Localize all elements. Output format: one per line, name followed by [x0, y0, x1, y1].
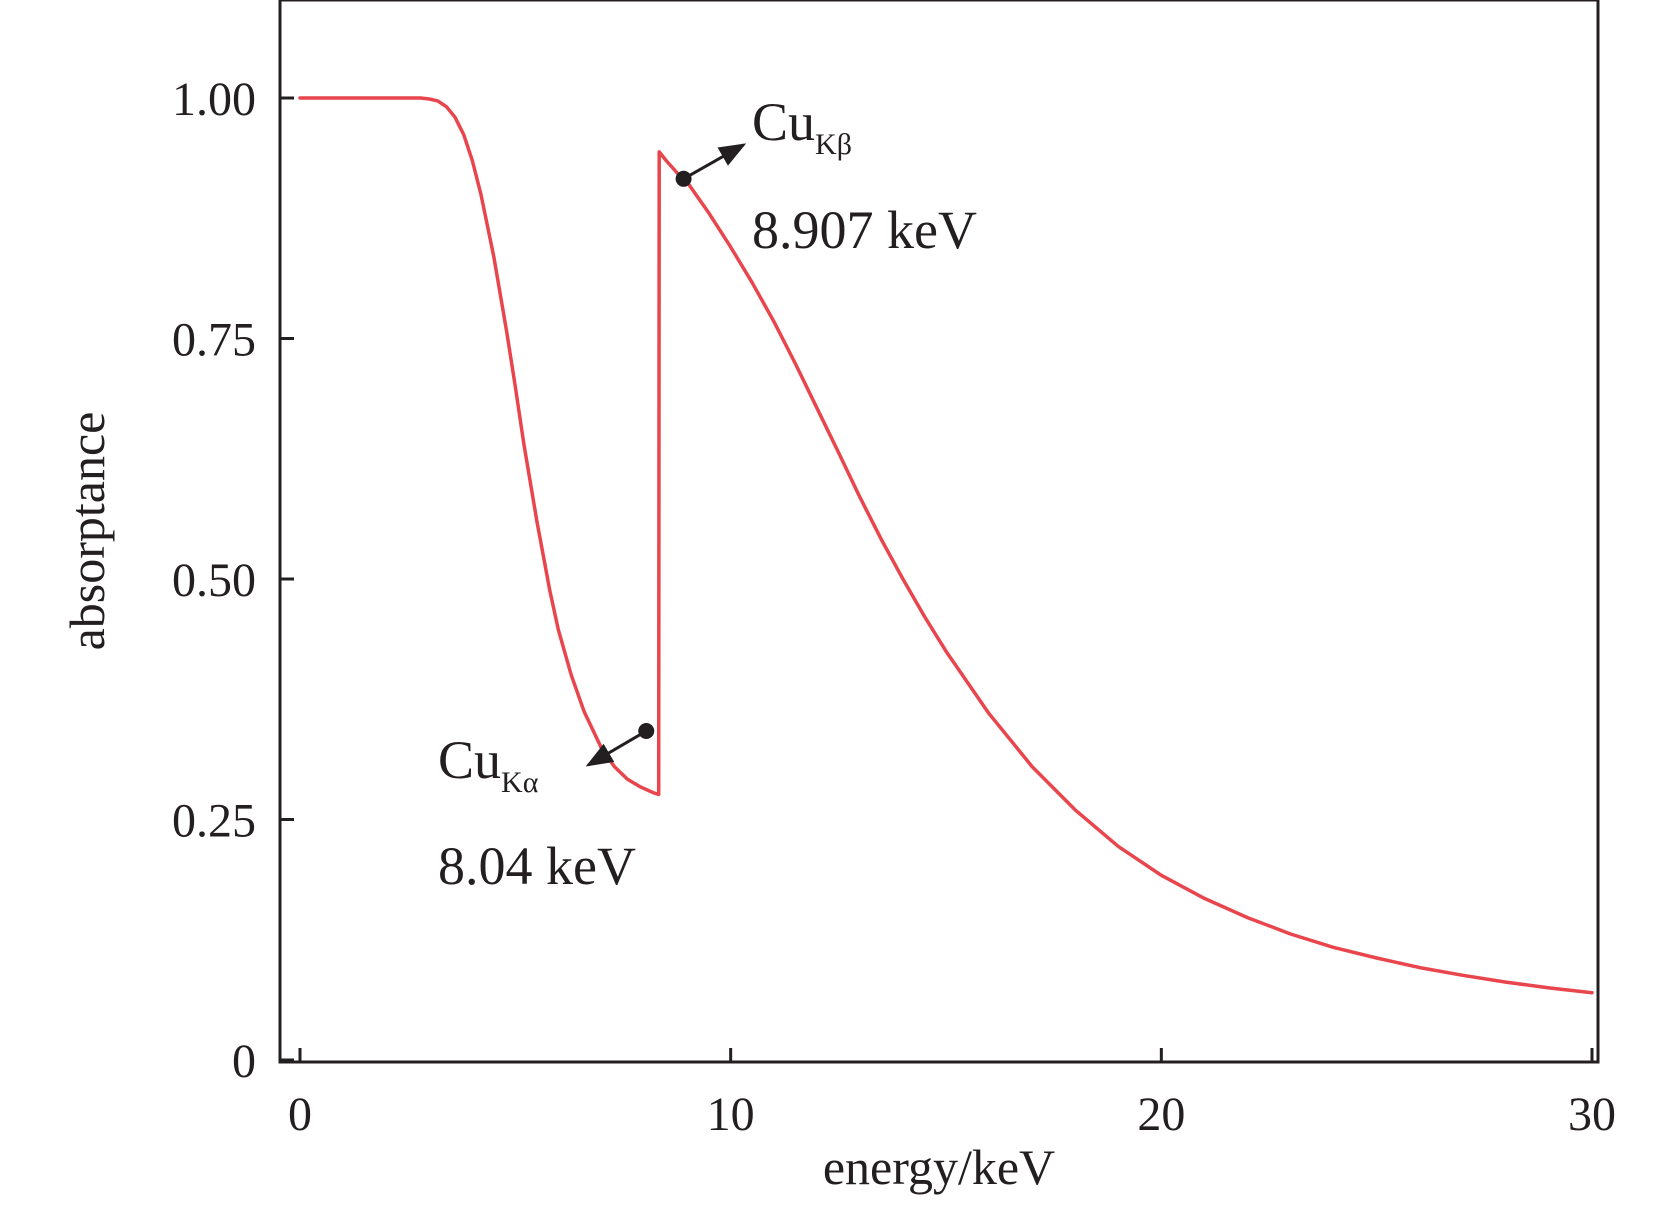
annotation-arrow-0	[585, 729, 648, 767]
annotation-arrow-1	[682, 143, 747, 181]
annotation-layer: CuKα 8.04 keV CuKβ 8.907 keV	[438, 92, 977, 896]
x-tick-label-1: 10	[707, 1088, 755, 1141]
x-tick-label-2: 20	[1137, 1088, 1185, 1141]
annotation-value-0: 8.04 keV	[438, 836, 636, 896]
annotation-label-0: CuKα	[438, 730, 539, 799]
y-tick-label-1: 0.25	[172, 795, 256, 848]
x-tick-label-0: 0	[288, 1088, 312, 1141]
y-axis-ticks	[280, 96, 294, 1062]
annotation-value-1: 8.907 keV	[752, 200, 977, 260]
x-axis-ticks	[298, 1048, 1594, 1062]
plot-frame	[278, 0, 1600, 1064]
y-axis-tick-labels: 0 0.25 0.50 0.75 1.00	[172, 73, 256, 1088]
y-tick-label-0: 0	[232, 1035, 256, 1088]
y-tick-label-3: 0.75	[172, 314, 256, 367]
y-tick-label-2: 0.50	[172, 554, 256, 607]
y-tick-label-4: 1.00	[172, 73, 256, 126]
x-tick-label-3: 30	[1568, 1088, 1616, 1141]
x-axis-tick-labels: 0 10 20 30	[288, 1088, 1616, 1141]
annotation-label-1: CuKβ	[752, 92, 852, 161]
x-axis-label: energy/keV	[823, 1139, 1055, 1195]
y-axis-label: absorptance	[59, 412, 115, 651]
